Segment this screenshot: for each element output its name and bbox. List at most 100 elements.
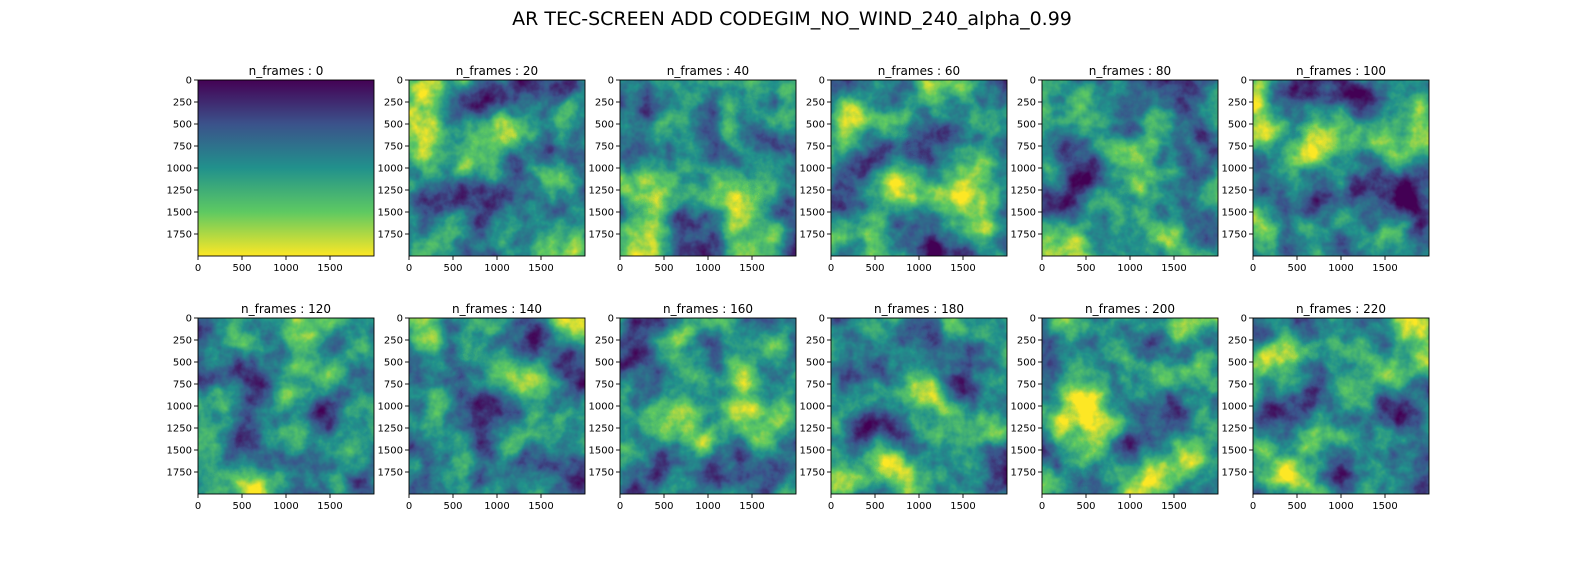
y-tick-label: 250 (173, 98, 192, 109)
y-tick-label: 1500 (589, 208, 614, 219)
heatmap-image (198, 80, 374, 256)
x-tick-label: 500 (1287, 501, 1306, 512)
y-tick-label: 250 (173, 336, 192, 347)
y-tick-label: 1250 (167, 424, 192, 435)
y-tick-label: 250 (806, 98, 825, 109)
x-tick-label: 1000 (906, 263, 931, 274)
heatmap-image (620, 80, 796, 256)
y-tick-label: 1250 (378, 186, 403, 197)
y-tick-label: 1750 (1011, 230, 1036, 241)
y-tick-label: 1500 (167, 446, 192, 457)
y-tick-label: 1250 (167, 186, 192, 197)
heatmap-image (831, 80, 1007, 256)
panel-title: n_frames : 220 (1296, 302, 1386, 316)
x-tick-label: 1500 (317, 263, 342, 274)
x-tick-label: 1500 (739, 263, 764, 274)
y-tick-label: 250 (595, 336, 614, 347)
y-tick-label: 500 (384, 120, 403, 131)
x-tick-label: 1000 (1117, 501, 1142, 512)
x-tick-label: 500 (1076, 263, 1095, 274)
y-tick-label: 1250 (589, 186, 614, 197)
y-tick-label: 0 (819, 314, 825, 325)
x-tick-label: 0 (1039, 501, 1045, 512)
x-tick-label: 1000 (906, 501, 931, 512)
y-tick-label: 0 (1030, 76, 1036, 87)
x-tick-label: 0 (406, 263, 412, 274)
panel-80: n_frames : 80 0 500 1000 1500 0 250 500 750 1000 1… (1011, 64, 1219, 274)
y-tick-label: 1000 (378, 164, 403, 175)
y-tick-label: 1750 (378, 468, 403, 479)
y-tick-label: 500 (595, 120, 614, 131)
y-tick-label: 1500 (378, 446, 403, 457)
y-tick-label: 0 (186, 76, 192, 87)
panel-40: n_frames : 40 0 500 1000 1500 0 250 500 750 1000 1… (589, 64, 797, 274)
panel-title: n_frames : 120 (241, 302, 331, 316)
panel-140: n_frames : 140 0 500 1000 1500 0 250 500 750 1000… (378, 302, 586, 512)
y-tick-label: 1500 (1011, 446, 1036, 457)
y-tick-label: 250 (806, 336, 825, 347)
y-tick-label: 1000 (167, 402, 192, 413)
x-tick-label: 500 (865, 501, 884, 512)
y-tick-label: 1250 (1222, 424, 1247, 435)
y-tick-label: 1250 (1011, 424, 1036, 435)
panel-60: n_frames : 60 0 500 1000 1500 0 250 500 750 1000 1… (800, 64, 1008, 274)
y-tick-label: 0 (1030, 314, 1036, 325)
y-tick-label: 500 (1228, 120, 1247, 131)
heatmap-image (1253, 80, 1429, 256)
y-tick-label: 0 (819, 76, 825, 87)
panel-title: n_frames : 40 (667, 64, 749, 78)
y-tick-label: 0 (397, 314, 403, 325)
panel-180: n_frames : 180 0 500 1000 1500 0 250 500 750 1000… (800, 302, 1008, 512)
x-tick-label: 500 (232, 263, 251, 274)
x-tick-label: 0 (195, 263, 201, 274)
y-tick-label: 1500 (1222, 208, 1247, 219)
x-tick-label: 1500 (1161, 501, 1186, 512)
x-tick-label: 1500 (739, 501, 764, 512)
panel-160: n_frames : 160 0 500 1000 1500 0 250 500 750 1000… (589, 302, 797, 512)
x-tick-label: 500 (443, 501, 462, 512)
y-tick-label: 750 (595, 142, 614, 153)
y-tick-label: 1000 (589, 164, 614, 175)
heatmap-image (620, 318, 796, 494)
panel-200: n_frames : 200 0 500 1000 1500 0 250 500 750 1000… (1011, 302, 1219, 512)
y-tick-label: 1750 (167, 230, 192, 241)
y-tick-label: 0 (1241, 314, 1247, 325)
x-tick-label: 0 (828, 263, 834, 274)
x-tick-label: 1000 (1117, 263, 1142, 274)
panel-title: n_frames : 100 (1296, 64, 1386, 78)
panel-title: n_frames : 140 (452, 302, 542, 316)
x-tick-label: 0 (617, 501, 623, 512)
y-tick-label: 1500 (1222, 446, 1247, 457)
x-tick-label: 500 (654, 263, 673, 274)
x-tick-label: 1000 (273, 501, 298, 512)
y-tick-label: 750 (1228, 142, 1247, 153)
y-tick-label: 750 (173, 380, 192, 391)
y-tick-label: 1000 (167, 164, 192, 175)
y-tick-label: 250 (595, 98, 614, 109)
x-tick-label: 1000 (695, 501, 720, 512)
panel-title: n_frames : 160 (663, 302, 753, 316)
x-tick-label: 0 (1039, 263, 1045, 274)
y-tick-label: 750 (384, 380, 403, 391)
y-tick-label: 0 (608, 314, 614, 325)
y-tick-label: 500 (384, 358, 403, 369)
y-tick-label: 750 (806, 142, 825, 153)
y-tick-label: 1000 (800, 164, 825, 175)
panel-20: n_frames : 20 0 500 1000 1500 0 250 500 750 1000 1… (378, 64, 586, 274)
x-tick-label: 0 (828, 501, 834, 512)
y-tick-label: 0 (1241, 76, 1247, 87)
y-tick-label: 1500 (378, 208, 403, 219)
heatmap-image (1042, 318, 1218, 494)
x-tick-label: 1500 (528, 263, 553, 274)
y-tick-label: 1750 (589, 230, 614, 241)
y-tick-label: 250 (1228, 336, 1247, 347)
x-tick-label: 1000 (484, 501, 509, 512)
panel-120: n_frames : 120 0 500 1000 1500 0 250 500 750 1000… (167, 302, 375, 512)
panel-title: n_frames : 0 (249, 64, 324, 78)
panel-title: n_frames : 80 (1089, 64, 1171, 78)
y-tick-label: 0 (397, 76, 403, 87)
heatmap-image (831, 318, 1007, 494)
y-tick-label: 500 (1017, 120, 1036, 131)
y-tick-label: 750 (595, 380, 614, 391)
y-tick-label: 1000 (378, 402, 403, 413)
